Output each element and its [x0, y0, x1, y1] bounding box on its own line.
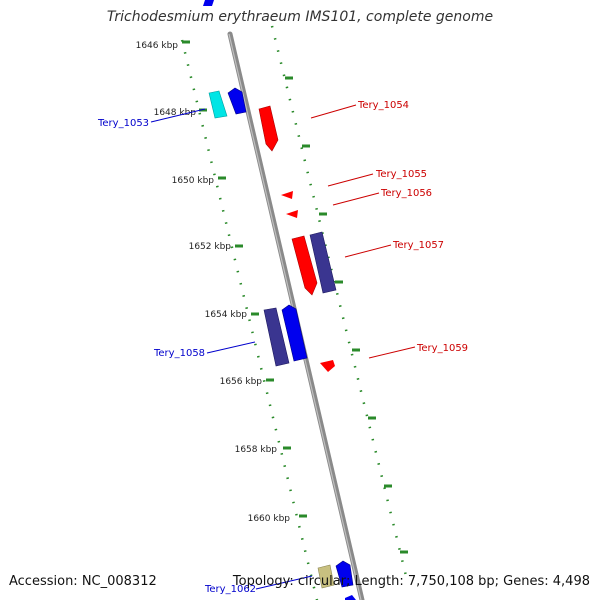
tick-label: 1656 kbp	[220, 377, 263, 387]
gene-feature-khaki[interactable]	[317, 564, 335, 589]
gene-label-tery-1055[interactable]: Tery_1055	[375, 169, 427, 180]
gene-label-tery-1062[interactable]: Tery_1062	[204, 584, 256, 595]
tick-label: 1660 kbp	[248, 514, 291, 524]
gene-feature-cyan[interactable]	[208, 90, 228, 119]
gene-label-tery-1059[interactable]: Tery_1059	[416, 343, 468, 354]
accession-text: Accession: NC_008312	[9, 574, 157, 589]
gene-label-tery-1058[interactable]: Tery_1058	[153, 348, 205, 359]
tick-label: 1648 kbp	[154, 108, 197, 118]
leader-line-tery-1057	[344, 244, 392, 258]
gene-feature-bottom-partial[interactable]	[345, 595, 356, 600]
gene-feature-tery-1054[interactable]	[258, 105, 279, 152]
gene-label-tery-1053[interactable]: Tery_1053	[97, 118, 149, 129]
tick-label: 1646 kbp	[136, 41, 179, 51]
gene-label-tery-1056[interactable]: Tery_1056	[380, 188, 432, 199]
leader-line-tery-1055	[327, 173, 374, 187]
gene-feature-tery-1062[interactable]	[335, 560, 354, 588]
genome-info-text: Topology: circular; Length: 7,750,108 bp…	[232, 574, 590, 589]
tick-label: 1650 kbp	[172, 176, 215, 186]
tick-marks	[182, 40, 408, 554]
tick-label: 1658 kbp	[235, 445, 278, 455]
gene-feature-tery-1059[interactable]	[320, 360, 335, 372]
leader-line-tery-1056	[332, 192, 380, 206]
gene-feature-tery-1056[interactable]	[286, 210, 298, 218]
gene-feature-tery-1055[interactable]	[281, 191, 293, 199]
leader-line-tery-1059	[368, 346, 416, 359]
tick-label: 1654 kbp	[205, 310, 248, 320]
right-dotted-guide	[270, 25, 409, 581]
gene-features	[203, 0, 356, 600]
tick-label: 1652 kbp	[189, 242, 232, 252]
gene-feature-navy-1057[interactable]	[309, 231, 337, 294]
gene-label-tery-1054[interactable]: Tery_1054	[357, 100, 409, 111]
leader-line-tery-1054	[310, 104, 357, 119]
gene-feature-blue-1058[interactable]	[281, 304, 308, 362]
gene-feature-tery-1057[interactable]	[291, 235, 318, 296]
left-dotted-guide	[180, 39, 319, 600]
leader-line-tery-1053	[150, 108, 206, 123]
gene-feature-tery-1053[interactable]	[227, 87, 247, 115]
gene-feature-tery-1058[interactable]	[263, 307, 290, 367]
leader-line-tery-1062	[255, 575, 313, 590]
gene-label-tery-1057[interactable]: Tery_1057	[392, 240, 444, 251]
gene-feature-top-partial[interactable]	[203, 0, 214, 6]
leader-line-tery-1058	[206, 341, 256, 354]
genome-title: Trichodesmium erythraeum IMS101, complet…	[106, 9, 494, 25]
